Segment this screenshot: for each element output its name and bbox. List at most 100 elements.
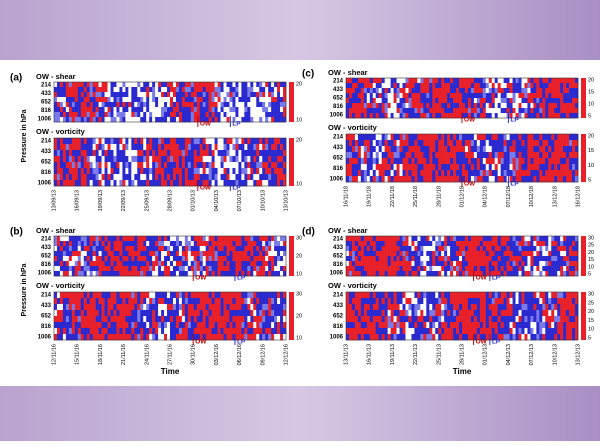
heatmap-cell <box>176 107 179 112</box>
heatmap-cell <box>403 251 406 256</box>
heatmap-cell <box>403 334 406 340</box>
heatmap-cell <box>400 292 403 298</box>
x-tick-label: 04/12/18 <box>483 186 489 207</box>
heatmap-cell <box>566 98 569 103</box>
heatmap-cell <box>346 108 349 113</box>
heatmap-cell <box>397 134 400 140</box>
heatmap-cell <box>229 236 232 241</box>
heatmap-cell <box>477 146 480 152</box>
heatmap-cell <box>116 246 119 251</box>
heatmap-cell <box>134 102 137 107</box>
heatmap-cell <box>408 266 411 271</box>
heatmap-cell <box>137 236 140 241</box>
heatmap-cell <box>361 266 364 271</box>
heatmap-cell <box>420 176 423 182</box>
heatmap-cell <box>477 108 480 113</box>
heatmap-cell <box>379 88 382 93</box>
heatmap-cell <box>111 162 114 168</box>
heatmap-cell <box>405 310 408 316</box>
heatmap-cell <box>352 146 355 152</box>
heatmap-cell <box>116 162 119 168</box>
heatmap-cell <box>385 316 388 322</box>
heatmap-cell <box>423 328 426 334</box>
heatmap-cell <box>122 251 125 256</box>
y-tick-label: 433 <box>41 149 52 155</box>
heatmap-cell <box>435 140 438 146</box>
heatmap-cell <box>450 140 453 146</box>
heatmap-cell <box>152 310 155 316</box>
heatmap-cell <box>99 174 102 180</box>
heatmap-cell <box>271 328 274 334</box>
heatmap-cell <box>221 168 224 174</box>
heatmap-cell <box>128 266 131 271</box>
heatmap-cell <box>66 310 69 316</box>
heatmap-cell <box>212 246 215 251</box>
heatmap-cell <box>63 138 66 144</box>
heatmap-cell <box>271 117 274 122</box>
heatmap-cell <box>215 251 218 256</box>
heatmap-cell <box>116 102 119 107</box>
heatmap-cell <box>137 97 140 102</box>
heatmap-cell <box>155 241 158 246</box>
heatmap-cell <box>521 152 524 158</box>
heatmap-cell <box>548 236 551 241</box>
heatmap-cell <box>489 292 492 298</box>
heatmap-cell <box>235 236 238 241</box>
heatmap-cell <box>355 261 358 266</box>
heatmap-cell <box>420 134 423 140</box>
heatmap-cell <box>477 176 480 182</box>
heatmap-cell <box>119 322 122 328</box>
heatmap-cell <box>262 236 265 241</box>
heatmap-cell <box>444 134 447 140</box>
heatmap-cell <box>200 92 203 97</box>
heatmap-cell <box>173 156 176 162</box>
heatmap-cell <box>524 140 527 146</box>
heatmap-cell <box>459 164 462 170</box>
heatmap-cell <box>131 92 134 97</box>
heatmap-cell <box>527 236 530 241</box>
heatmap-cell <box>423 93 426 98</box>
heatmap-cell <box>524 176 527 182</box>
heatmap-cell <box>346 316 349 322</box>
heatmap-cell <box>229 256 232 261</box>
heatmap-cell <box>420 146 423 152</box>
heatmap-cell <box>182 251 185 256</box>
heatmap-cell <box>280 87 283 92</box>
heatmap-cell <box>551 158 554 164</box>
heatmap-cell <box>554 176 557 182</box>
heatmap-cell <box>182 168 185 174</box>
heatmap-cell <box>212 117 215 122</box>
heatmap-cell <box>221 87 224 92</box>
heatmap-cell <box>227 298 230 304</box>
heatmap-cell <box>411 134 414 140</box>
heatmap-cell <box>122 322 125 328</box>
heatmap-cell <box>63 334 66 340</box>
heatmap-cell <box>435 271 438 276</box>
heatmap-cell <box>498 304 501 310</box>
heatmap-cell <box>137 180 140 186</box>
heatmap-cell <box>250 117 253 122</box>
heatmap-cell <box>471 322 474 328</box>
heatmap-cell <box>364 261 367 266</box>
heatmap-cell <box>161 92 164 97</box>
heatmap-cell <box>108 271 111 276</box>
heatmap-cell <box>545 251 548 256</box>
heatmap-cell <box>200 322 203 328</box>
heatmap-cell <box>542 241 545 246</box>
heatmap-cell <box>167 292 170 298</box>
heatmap-cell <box>501 83 504 88</box>
heatmap-cell <box>468 140 471 146</box>
heatmap-cell <box>262 310 265 316</box>
heatmap-cell <box>108 316 111 322</box>
heatmap-cell <box>90 162 93 168</box>
heatmap-cell <box>105 266 108 271</box>
heatmap-cell <box>185 236 188 241</box>
heatmap-cell <box>382 328 385 334</box>
heatmap-cell <box>533 93 536 98</box>
colorbar-tick-label: 20 <box>296 313 302 319</box>
heatmap-cell <box>152 87 155 92</box>
heatmap-cell <box>63 150 66 156</box>
heatmap-cell <box>134 107 137 112</box>
heatmap-cell <box>441 103 444 108</box>
heatmap-cell <box>99 144 102 150</box>
